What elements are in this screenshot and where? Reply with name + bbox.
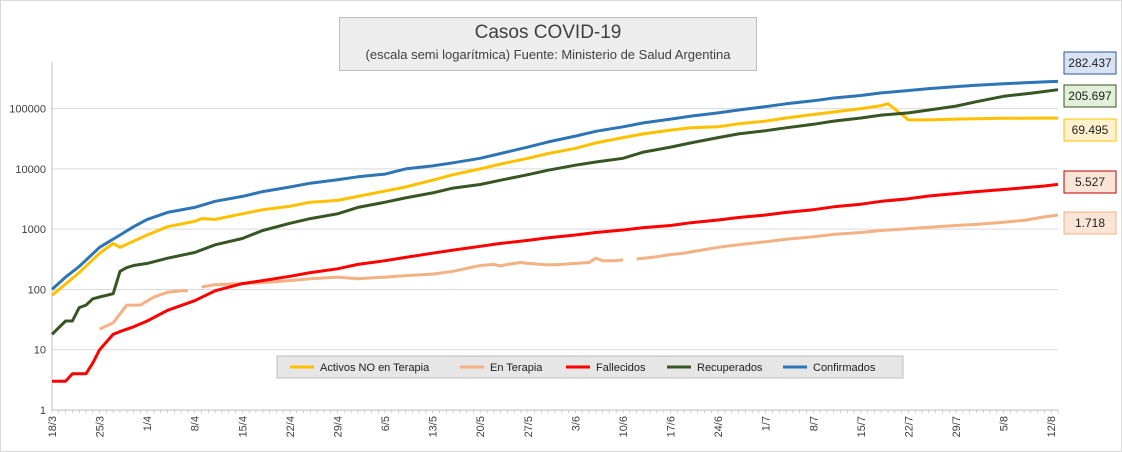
y-tick-label: 1000 <box>22 224 46 236</box>
chart-title: Casos COVID-19 <box>474 22 622 43</box>
end-label-box <box>1063 211 1117 235</box>
x-tick-label: 29/7 <box>951 416 963 437</box>
y-tick-label: 100000 <box>9 104 46 116</box>
y-tick-label: 100 <box>28 284 46 296</box>
x-tick-label: 27/5 <box>523 416 535 437</box>
end-label-box <box>1063 84 1117 108</box>
end-label-box <box>1063 118 1117 142</box>
x-tick-label: 22/7 <box>903 416 915 437</box>
x-tick-label: 8/4 <box>190 416 202 431</box>
x-tick-label: 20/5 <box>475 416 487 437</box>
x-tick-label: 15/4 <box>237 416 249 437</box>
x-tick-label: 6/5 <box>380 416 392 431</box>
end-label-value: 69.495 <box>1072 123 1109 137</box>
x-tick-label: 5/8 <box>999 416 1011 431</box>
end-label-value: 282.437 <box>1068 56 1112 70</box>
x-tick-label: 15/7 <box>856 416 868 437</box>
end-label-box <box>1063 170 1117 194</box>
x-tick-label: 22/4 <box>285 416 297 437</box>
legend-label: Activos NO en Terapia <box>320 362 430 374</box>
title-box: Casos COVID-19 (escala semi logarítmica)… <box>339 17 757 71</box>
legend-label: Recuperados <box>697 362 763 374</box>
x-tick-label: 1/4 <box>142 416 154 431</box>
legend-label: Fallecidos <box>596 362 646 374</box>
series-line-activos-no-en-terapia <box>51 102 1058 297</box>
x-tick-label: 12/8 <box>1046 416 1058 437</box>
y-tick-label: 10 <box>34 345 46 357</box>
series-line-fallecidos <box>52 182 1059 383</box>
x-tick-label: 18/3 <box>47 416 59 437</box>
chart-subtitle: (escala semi logarítmica) Fuente: Minist… <box>365 47 731 62</box>
x-tick-label: 3/6 <box>570 416 582 431</box>
y-tick-label: 1 <box>40 405 46 417</box>
x-tick-label: 10/6 <box>618 416 630 437</box>
y-tick-label: 10000 <box>15 164 46 176</box>
x-tick-label: 1/7 <box>761 416 773 431</box>
legend-label: En Terapia <box>490 362 543 374</box>
end-label-value: 1.718 <box>1075 216 1105 230</box>
end-label-value: 205.697 <box>1068 89 1112 103</box>
x-tick-label: 29/4 <box>332 416 344 437</box>
x-tick-label: 8/7 <box>808 416 820 431</box>
end-label-box <box>1063 51 1117 75</box>
x-tick-label: 13/5 <box>428 416 440 437</box>
series-line-confirmados <box>50 79 1059 291</box>
x-tick-label: 25/3 <box>95 416 107 437</box>
legend-label: Confirmados <box>813 362 876 374</box>
series-line-en-terapia <box>201 256 624 289</box>
series-line-en-terapia <box>98 289 188 331</box>
series-line-recuperados <box>50 88 1059 336</box>
series-line-en-terapia <box>636 213 1059 261</box>
x-tick-label: 24/6 <box>713 416 725 437</box>
end-label-value: 5.527 <box>1075 175 1105 189</box>
x-tick-label: 17/6 <box>666 416 678 437</box>
